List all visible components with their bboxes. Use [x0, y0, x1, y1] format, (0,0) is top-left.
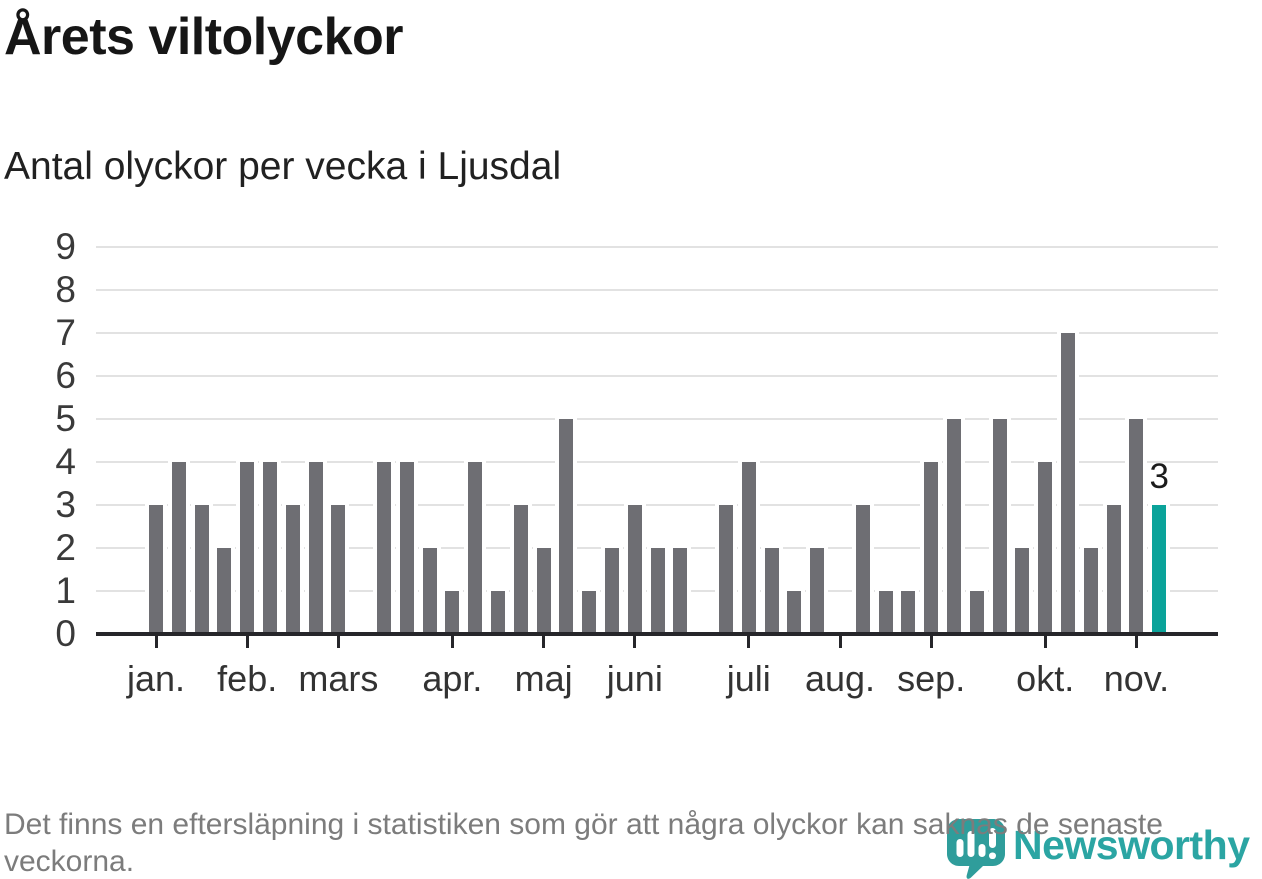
x-axis-month-label: mars [298, 658, 379, 699]
y-axis-tick-label: 3 [55, 484, 76, 525]
bar-week [901, 591, 916, 634]
bar-week [1015, 548, 1030, 634]
y-axis-tick-label: 2 [55, 527, 76, 568]
y-gridline [96, 461, 1218, 463]
bar-week [536, 548, 551, 634]
x-axis-tick [633, 634, 637, 648]
x-axis-tick [336, 634, 340, 648]
bar-chart-plot-area: 0 1 2 3 4 5 6 7 8 9 jan. feb. mars apr. maj juni juli aug… [55, 226, 1218, 699]
bar-week [468, 462, 483, 634]
bar-week [764, 548, 779, 634]
y-axis-tick-label: 4 [55, 441, 76, 482]
bar-week [149, 505, 163, 634]
x-axis-month-label: apr. [422, 658, 483, 699]
bar-week [878, 591, 893, 634]
y-gridline [96, 332, 1218, 334]
y-axis-tick-label: 8 [55, 269, 76, 310]
y-axis-tick-label: 7 [55, 312, 76, 353]
bar-week [399, 462, 414, 634]
bar-week [1106, 505, 1121, 634]
bar-week [673, 548, 688, 634]
x-axis-month-label: aug. [804, 658, 876, 699]
bar-week [741, 462, 756, 634]
bar-week [627, 505, 642, 634]
y-gridline [96, 289, 1218, 291]
highlighted-bar-current-week [1152, 505, 1167, 634]
bar-week [924, 462, 939, 634]
bar-week [445, 591, 460, 634]
bar-week [240, 462, 255, 634]
y-axis-tick-label: 0 [55, 613, 76, 654]
x-axis-tick [450, 634, 454, 648]
bar-week [855, 505, 870, 634]
bar-week [1061, 333, 1075, 634]
x-axis-month-label: sep. [897, 658, 966, 699]
x-axis-baseline [96, 632, 1218, 636]
bar-week [559, 419, 574, 634]
bar-week [605, 548, 619, 634]
bar-week [969, 591, 984, 634]
bar-week [422, 548, 437, 634]
bar-week [263, 462, 277, 634]
bar-week [331, 505, 346, 634]
x-axis-month-label: jan. [126, 658, 186, 699]
y-gridline [96, 418, 1218, 420]
x-axis-month-label: juni [606, 658, 663, 699]
bar-week [491, 591, 505, 634]
newsworthy-bubble-barchart-icon [947, 819, 1005, 879]
bar-week [650, 548, 665, 634]
y-gridline [96, 246, 1218, 248]
y-gridline [96, 375, 1218, 377]
bar-week [217, 548, 232, 634]
x-axis-tick [1134, 634, 1138, 648]
x-axis-tick [154, 634, 158, 648]
x-axis-tick [542, 634, 546, 648]
bar-week [1083, 548, 1098, 634]
x-axis-month-label: maj [514, 658, 573, 699]
y-axis-tick-label: 5 [55, 398, 76, 439]
y-axis-tick-label: 9 [55, 226, 76, 267]
bar-week [513, 505, 528, 634]
bar-week [377, 462, 391, 634]
chart-title: Årets viltolyckor [4, 8, 404, 66]
x-axis-tick [245, 634, 249, 648]
x-axis-tick [838, 634, 842, 648]
bar-week [947, 419, 961, 634]
bar-week [810, 548, 825, 634]
bar-value-annotation: 3 [1149, 457, 1169, 496]
x-axis-tick [929, 634, 933, 648]
y-axis-tick-label: 6 [55, 355, 76, 396]
x-axis-tick [747, 634, 751, 648]
y-gridline [96, 504, 1218, 506]
footer-disclaimer: Det finns en eftersläpning i statistiken… [4, 808, 1163, 878]
bar-week [1038, 462, 1053, 634]
bar-week [1129, 419, 1144, 634]
bar-week [308, 462, 323, 634]
bar-week [285, 505, 300, 634]
bar-week [194, 505, 209, 634]
x-axis-month-label: okt. [1016, 658, 1075, 699]
bar-week [582, 591, 597, 634]
x-axis-month-label: nov. [1103, 658, 1170, 699]
bar-week [787, 591, 802, 634]
chart-subtitle: Antal olyckor per vecka i Ljusdal [4, 145, 562, 188]
bar-week [992, 419, 1007, 634]
newsworthy-wordmark: Newsworthy [1013, 822, 1250, 868]
bar-week [171, 462, 186, 634]
x-axis-month-label: juli [726, 658, 771, 699]
bar-week [719, 505, 733, 634]
x-axis-tick [1043, 634, 1047, 648]
y-axis-tick-label: 1 [55, 570, 76, 611]
x-axis-month-label: feb. [217, 658, 278, 699]
